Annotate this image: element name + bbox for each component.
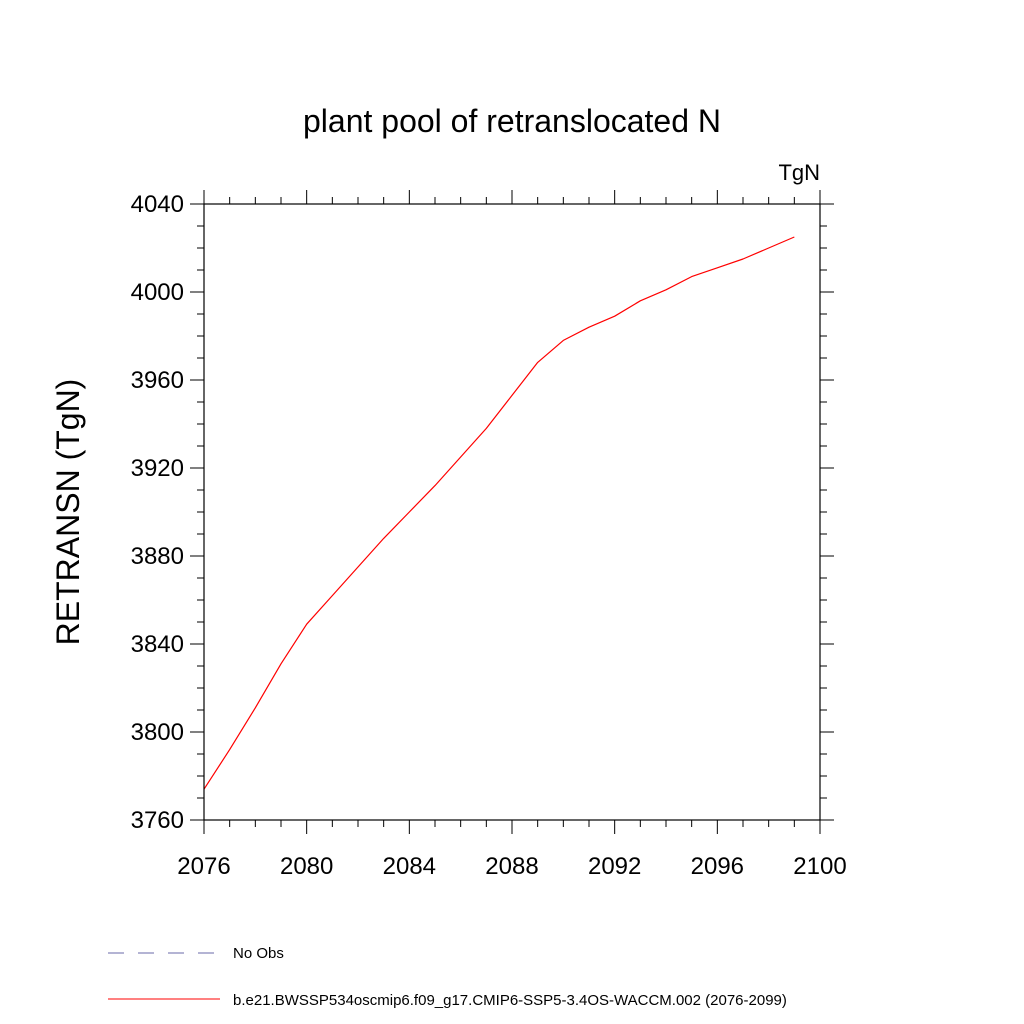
x-tick-label: 2092 [588,853,641,880]
units-label: TgN [778,160,820,185]
y-tick-label: 4000 [131,279,184,306]
y-tick-label: 3760 [131,807,184,834]
x-tick-label: 2100 [793,853,846,880]
plot-frame [203,203,821,821]
x-tick-label: 2096 [691,853,744,880]
y-tick-label: 3800 [131,719,184,746]
series-lines [203,236,795,790]
y-tick-label: 3880 [131,543,184,570]
y-tick-label: 4040 [131,191,184,218]
legend-label-no-obs: No Obs [233,945,284,962]
y-tick-label: 3920 [131,455,184,482]
x-tick-label: 2080 [280,853,333,880]
series-line [203,236,795,790]
y-axis-label: RETRANSN (TgN) [50,379,86,646]
y-tick-label: 3840 [131,631,184,658]
tick-labels: 2076 2080 2084 2088 2092 2096 2100 3760 3800 3840… [131,191,847,880]
x-tick-label: 2076 [177,853,230,880]
x-tick-label: 2084 [383,853,436,880]
y-tick-label: 3960 [131,367,184,394]
legend: No Obs b.e21.BWSSP534oscmip6.f09_g17.CMI… [108,945,787,1009]
legend-label-model: b.e21.BWSSP534oscmip6.f09_g17.CMIP6-SSP5… [233,992,787,1009]
chart-title: plant pool of retranslocated N [303,103,721,139]
x-tick-label: 2088 [485,853,538,880]
tick-marks [190,190,834,834]
